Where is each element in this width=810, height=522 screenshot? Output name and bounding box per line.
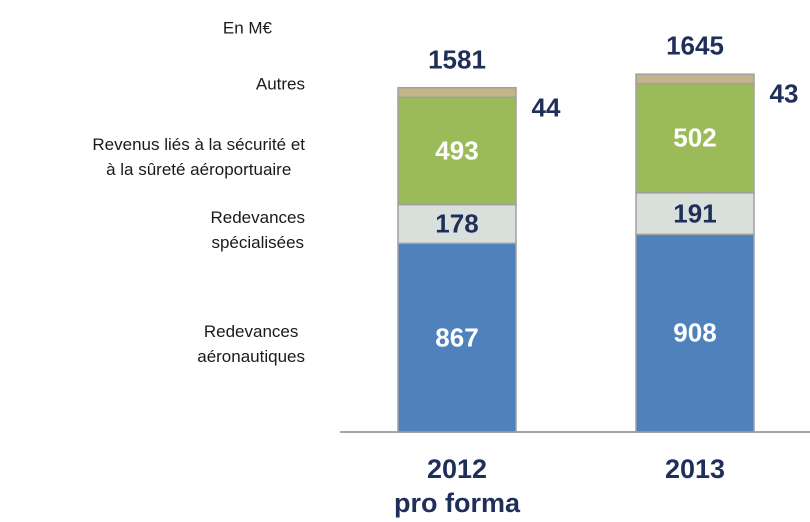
value-label: 867 (435, 322, 479, 353)
series-label: Redevances spécialisées (210, 207, 305, 252)
value-label: 44 (531, 92, 561, 123)
value-label: 908 (673, 317, 717, 348)
bar-segment (635, 82, 755, 194)
series-label: Autres (255, 74, 305, 94)
value-label: 502 (673, 122, 717, 153)
value-label: 191 (673, 198, 717, 229)
bar-segment (635, 73, 755, 85)
bar-segment (397, 242, 517, 433)
total-label: 1645 (666, 30, 724, 61)
value-label: 178 (435, 208, 479, 239)
value-label: 493 (435, 135, 479, 166)
total-label: 1581 (428, 44, 486, 75)
value-label: 43 (769, 78, 799, 109)
category-label: 2012 pro forma (393, 454, 521, 518)
bar-segment (397, 203, 517, 245)
category-label: 2013 (664, 454, 726, 484)
series-label: Redevances aéronautiques (197, 321, 305, 366)
unit-label: En M€ (222, 18, 272, 38)
bar-segment (635, 192, 755, 236)
bar-segment (635, 233, 755, 433)
series-label: Revenus liés à la sécurité et à la sûret… (92, 134, 305, 179)
bar-segment (397, 86, 517, 99)
